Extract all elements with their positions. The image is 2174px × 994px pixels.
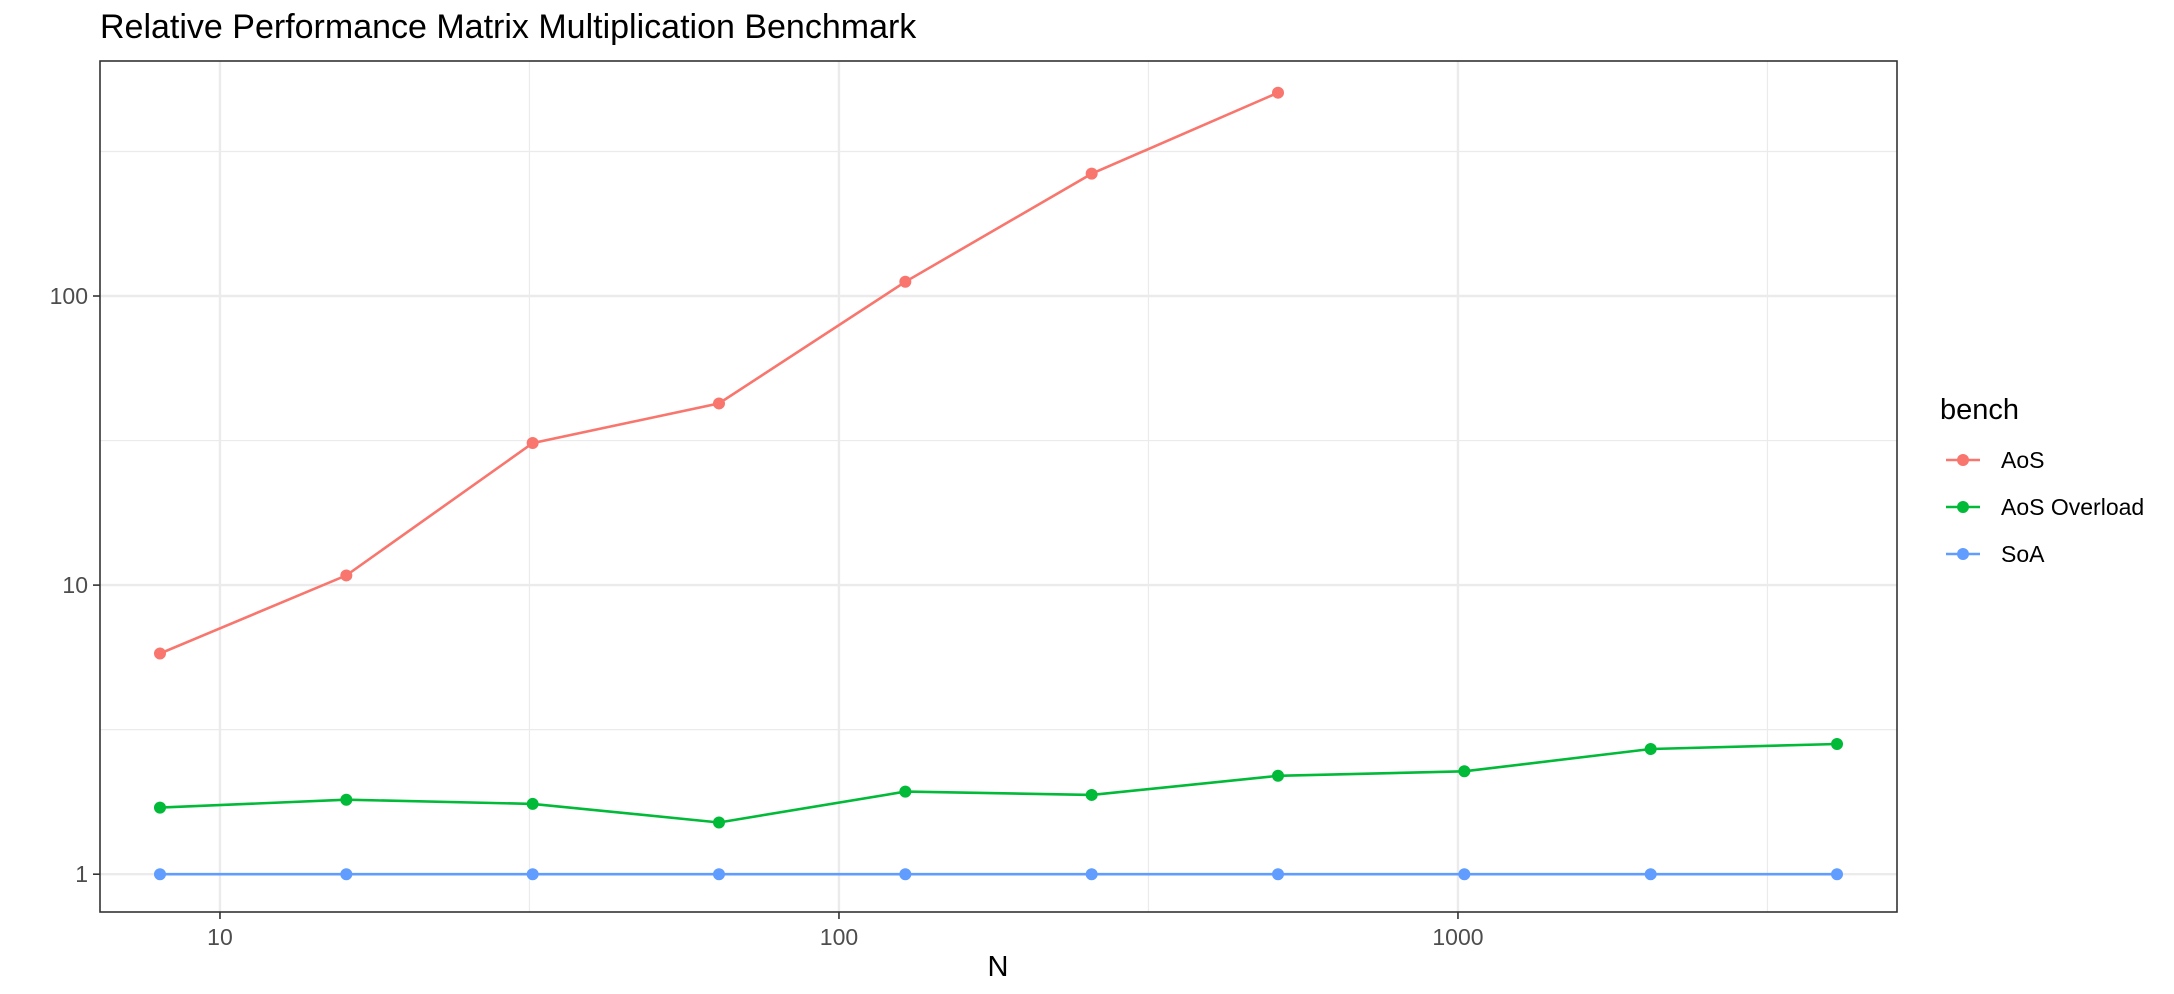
data-point-soa xyxy=(1458,868,1471,881)
data-point-aos xyxy=(1085,167,1098,180)
legend-key-point-aos-overload xyxy=(1957,501,1969,513)
plot-border xyxy=(99,60,1898,913)
legend: bench AoS AoS Overload SoA xyxy=(1940,394,2144,567)
data-point-aos xyxy=(712,397,725,410)
data-point-soa xyxy=(1272,868,1285,881)
x-axis-title: N xyxy=(988,951,1009,983)
data-point-aos-overload xyxy=(1085,788,1098,801)
data-point-aos xyxy=(153,647,166,660)
data-point-aos xyxy=(526,437,539,450)
data-point-soa xyxy=(153,868,166,881)
data-point-soa xyxy=(1644,868,1657,881)
legend-label-soa: SoA xyxy=(2001,541,2045,567)
data-point-aos-overload xyxy=(899,785,912,798)
data-point-soa xyxy=(1831,868,1844,881)
data-point-aos-overload xyxy=(1831,738,1844,751)
x-tick-label: 10 xyxy=(207,924,233,950)
data-point-aos xyxy=(1272,86,1285,99)
legend-key-point-aos xyxy=(1957,454,1969,466)
legend-label-aos: AoS xyxy=(2001,447,2044,473)
legend-key-point-soa xyxy=(1957,548,1969,560)
data-point-soa xyxy=(712,868,725,881)
series-line-aos-overload xyxy=(159,742,1838,824)
data-point-aos xyxy=(340,569,353,582)
data-point-soa xyxy=(1085,868,1098,881)
data-point-aos xyxy=(899,275,912,288)
data-point-aos-overload xyxy=(526,797,539,810)
y-tick-label: 100 xyxy=(50,283,88,309)
data-point-aos-overload xyxy=(340,793,353,806)
data-point-aos-overload xyxy=(1458,765,1471,778)
y-tick-label: 1 xyxy=(75,861,88,887)
data-point-aos-overload xyxy=(1272,769,1285,782)
data-point-soa xyxy=(526,868,539,881)
data-point-soa xyxy=(899,868,912,881)
x-tick-label: 1000 xyxy=(1432,924,1483,950)
plot-panel xyxy=(100,61,1897,912)
y-tick-label: 10 xyxy=(62,572,88,598)
chart-title: Relative Performance Matrix Multiplicati… xyxy=(100,8,917,46)
data-point-soa xyxy=(340,868,353,881)
legend-title: bench xyxy=(1940,394,2019,426)
data-point-aos-overload xyxy=(712,816,725,829)
data-point-aos-overload xyxy=(153,801,166,814)
legend-label-aos-overload: AoS Overload xyxy=(2001,494,2144,520)
data-point-aos-overload xyxy=(1644,743,1657,756)
x-tick-label: 100 xyxy=(820,924,858,950)
